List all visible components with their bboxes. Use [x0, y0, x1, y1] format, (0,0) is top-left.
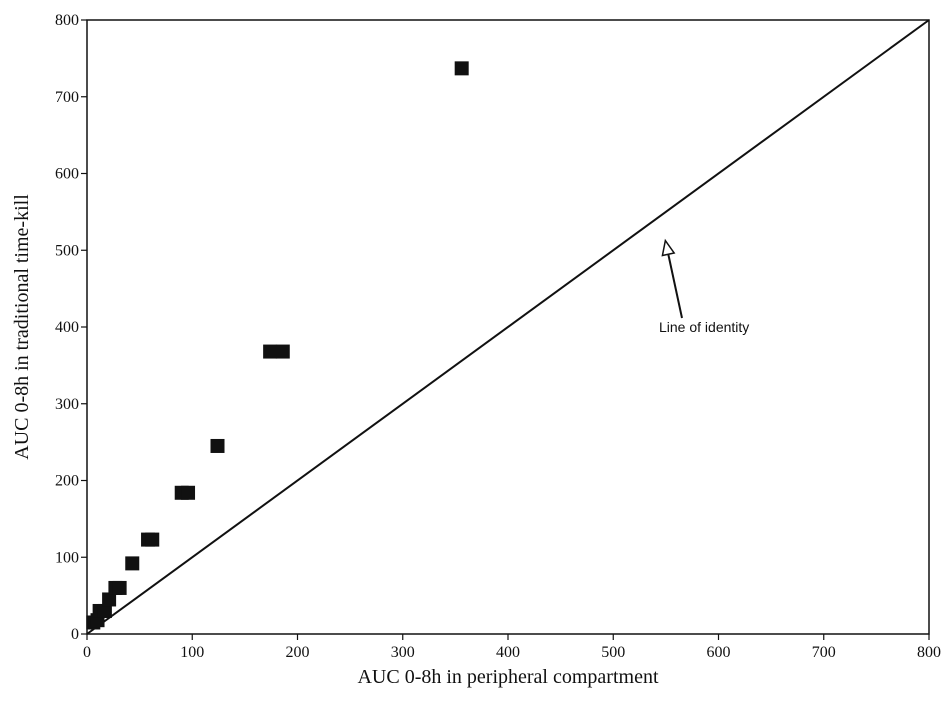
line-of-identity: [86, 19, 930, 635]
x-tick-label: 500: [601, 644, 625, 661]
x-tick-label: 100: [180, 644, 204, 661]
x-tick-labels: 0 100 200 300 400 500 600 700 800: [83, 644, 941, 661]
data-point: [263, 344, 278, 359]
data-point: [454, 61, 469, 76]
data-point: [145, 532, 160, 547]
x-tick-label: 300: [391, 644, 415, 661]
y-tick-labels: 0 100 200 300 400 500 600 700 800: [55, 12, 79, 643]
annotation-arrow-shaft: [667, 254, 683, 319]
annotation-label: Line of identity: [659, 319, 749, 335]
data-point: [102, 592, 117, 607]
y-tick-label: 700: [55, 89, 79, 106]
x-tick-label: 0: [83, 644, 91, 661]
data-point: [125, 556, 140, 571]
x-tick-label: 700: [812, 644, 836, 661]
data-point: [275, 344, 290, 359]
data-points: [86, 61, 469, 630]
y-tick-label: 400: [55, 319, 79, 336]
x-axis-title: AUC 0-8h in peripheral compartment: [357, 666, 658, 688]
tick-marks: [81, 19, 930, 640]
data-point: [112, 580, 127, 595]
data-point: [181, 485, 196, 500]
y-tick-label: 0: [71, 626, 79, 643]
x-tick-label: 600: [707, 644, 731, 661]
x-tick-label: 400: [496, 644, 520, 661]
y-tick-label: 800: [55, 12, 79, 29]
y-tick-label: 100: [55, 549, 79, 566]
y-tick-label: 600: [55, 166, 79, 183]
y-tick-label: 200: [55, 473, 79, 490]
annotation: Line of identity: [659, 238, 749, 335]
y-tick-label: 500: [55, 242, 79, 259]
x-tick-label: 800: [917, 644, 941, 661]
y-axis-title: AUC 0-8h in traditional time-kill: [11, 194, 33, 460]
annotation-arrow-head: [661, 238, 676, 257]
data-point: [97, 603, 112, 618]
x-tick-label: 200: [286, 644, 310, 661]
y-tick-label: 300: [55, 396, 79, 413]
data-point: [210, 438, 225, 453]
